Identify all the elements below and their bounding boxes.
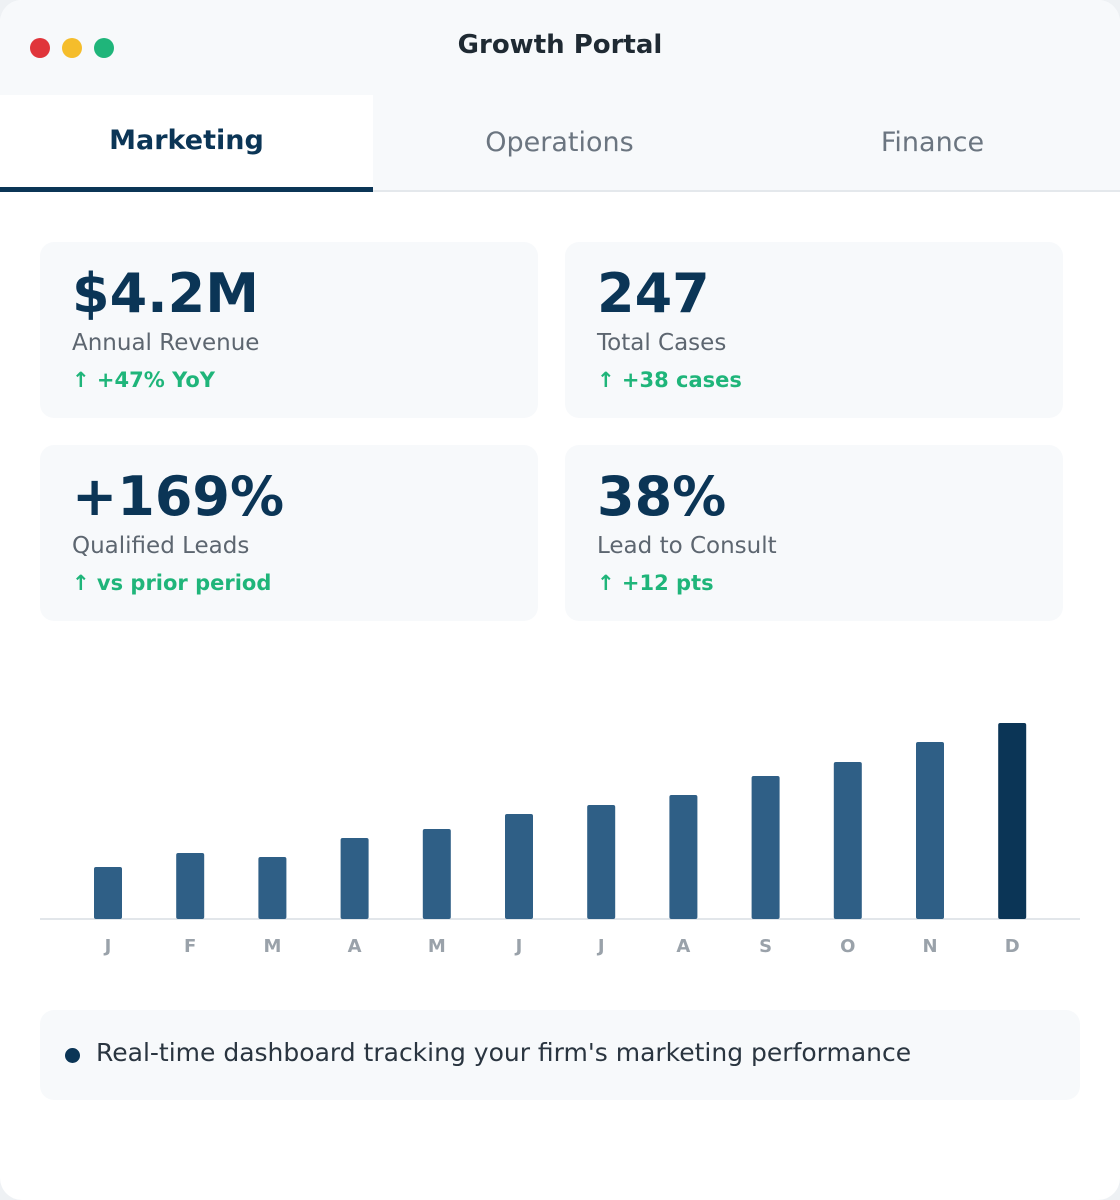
x-tick-label: N (922, 936, 937, 957)
kpi-value: 38% (597, 465, 727, 528)
x-tick-label: A (676, 936, 690, 957)
kpi-value: +169% (72, 465, 285, 528)
bar (340, 838, 369, 919)
bar (998, 723, 1027, 919)
kpi-delta: ↑ vs prior period (72, 571, 272, 595)
bar (176, 853, 205, 919)
x-tick-label: J (596, 936, 605, 957)
kpi-card: +169% Qualified Leads ↑ vs prior period (40, 445, 538, 621)
kpi-delta: ↑ +47% YoY (72, 368, 215, 392)
kpi-label: Qualified Leads (72, 533, 250, 559)
x-tick-label: M (428, 936, 446, 957)
x-tick-label: O (840, 936, 855, 957)
bar (258, 857, 287, 919)
close-dot[interactable] (30, 38, 50, 58)
bar (587, 805, 616, 919)
tab[interactable]: Finance (880, 127, 985, 158)
tab[interactable]: Marketing (0, 95, 373, 192)
bullet (65, 1048, 80, 1063)
x-tick-label: J (103, 936, 112, 957)
bar (916, 742, 944, 919)
kpi-delta: ↑ +12 pts (597, 571, 714, 595)
note-text: Real-time dashboard tracking your firm's… (96, 1038, 912, 1067)
kpi-label: Lead to Consult (597, 533, 777, 559)
bar (751, 776, 780, 919)
app-title: Growth Portal (457, 30, 663, 60)
minimize-dot[interactable] (62, 38, 82, 58)
x-tick-label: F (184, 936, 196, 957)
kpi-card: 247 Total Cases ↑ +38 cases (565, 242, 1063, 418)
maximize-dot[interactable] (94, 38, 114, 58)
bar (94, 867, 122, 919)
tab[interactable]: Operations (485, 127, 634, 158)
x-tick-label: S (759, 936, 772, 957)
bar (833, 762, 862, 919)
footer-note: Real-time dashboard tracking your firm's… (40, 1010, 1080, 1100)
kpi-value: $4.2M (72, 262, 259, 325)
kpi-delta: ↑ +38 cases (597, 368, 742, 392)
bar (422, 829, 451, 919)
bar (505, 814, 533, 919)
bar (669, 795, 698, 919)
kpi-value: 247 (597, 262, 710, 325)
x-tick-label: M (263, 936, 281, 957)
kpi-card: $4.2M Annual Revenue ↑ +47% YoY (40, 242, 538, 418)
kpi-card: 38% Lead to Consult ↑ +12 pts (565, 445, 1063, 621)
x-tick-label: A (348, 936, 362, 957)
kpi-label: Total Cases (597, 330, 727, 356)
x-tick-label: D (1005, 936, 1020, 957)
x-tick-label: J (514, 936, 523, 957)
kpi-label: Annual Revenue (72, 330, 260, 356)
title-bar: Growth Portal Marketing Operations Finan… (0, 0, 1120, 192)
